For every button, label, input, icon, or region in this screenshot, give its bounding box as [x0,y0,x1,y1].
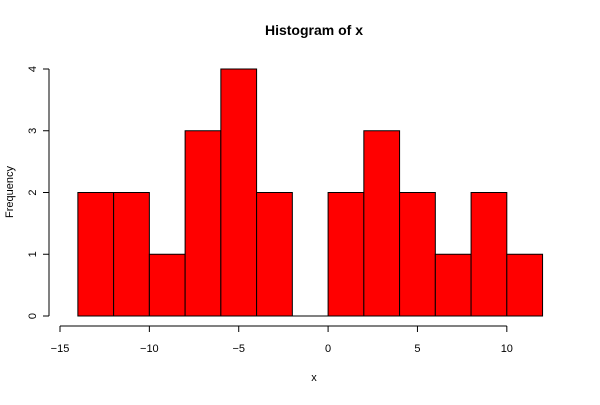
x-axis: −15 −10 −5 0 5 10 [51,325,513,355]
histogram-bar [77,192,115,317]
chart-title: Histogram of x [265,22,363,38]
y-tick-label: 2 [27,189,39,195]
histogram-bar [506,253,544,317]
histogram-bar [148,253,186,317]
histogram-bar [113,192,150,317]
x-tick-label: −15 [51,343,70,355]
x-tick-label: −10 [140,343,159,355]
histogram-bar [256,192,293,317]
y-tick-label: 3 [27,128,39,134]
y-axis-label: Frequency [4,166,16,218]
y-tick-label: 4 [27,66,39,72]
y-tick-label: 1 [27,251,39,257]
histogram-bar [327,192,365,317]
histogram-bar [434,253,472,317]
x-axis-label: x [311,372,317,384]
x-tick-label: 0 [325,343,331,355]
x-tick-label: 10 [501,343,513,355]
histogram-bar [363,130,401,317]
histogram-bar [470,192,508,317]
histogram-bar [184,130,222,317]
histogram-bar [220,68,258,317]
y-axis: 0 1 2 3 4 [27,66,50,319]
x-tick-label: 5 [414,343,420,355]
x-tick-label: −5 [232,343,245,355]
y-tick-label: 0 [27,313,39,319]
histogram-bar [399,192,436,317]
bars-group [77,68,544,317]
